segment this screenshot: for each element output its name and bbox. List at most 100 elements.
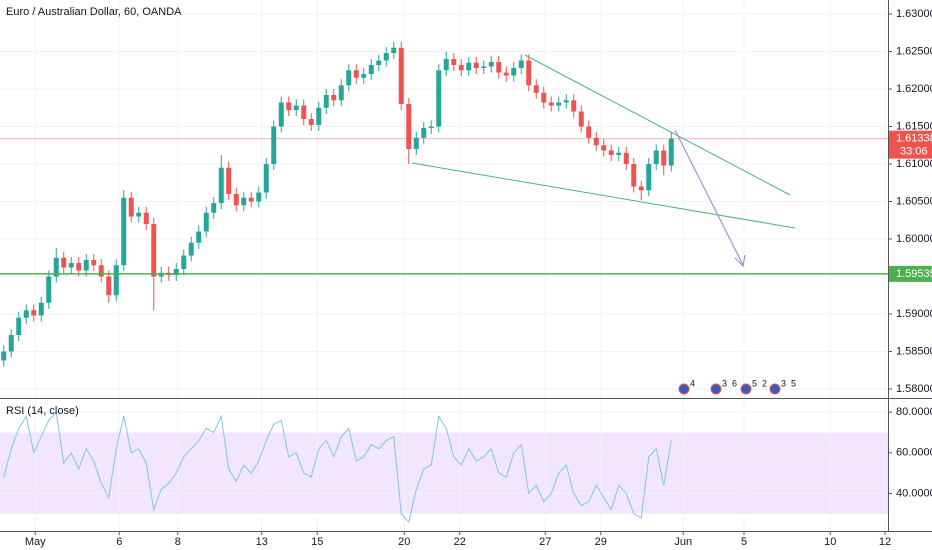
arrow (674, 129, 744, 266)
candle-body (496, 62, 502, 73)
grid-layer (0, 0, 888, 531)
candle-body (263, 164, 269, 193)
candle-body (661, 150, 667, 166)
candle-body (173, 269, 179, 276)
candle-body (541, 92, 547, 103)
candle-body (353, 70, 359, 78)
candle-body (571, 100, 577, 112)
last-price-label: 1.61338 (896, 133, 932, 145)
event-count: 3 (781, 378, 786, 388)
candle-body (376, 60, 382, 66)
trend-line (524, 54, 791, 196)
candle-body (331, 95, 337, 101)
candle-body (481, 66, 487, 69)
event-count: 6 (732, 378, 737, 388)
candle-body (308, 119, 314, 126)
candle-body (578, 111, 584, 127)
candle-body (16, 317, 22, 336)
level-badge (889, 265, 932, 282)
y-tick-label: 1.62000 (896, 83, 932, 95)
candle-body (218, 167, 224, 204)
candle-body (638, 186, 644, 191)
y-tick-label: 40.0000 (896, 487, 932, 499)
candle-body (548, 102, 554, 106)
candle-body (323, 95, 329, 108)
candle-body (646, 164, 652, 191)
x-tick-label: 8 (175, 536, 181, 548)
event-count: 5 (752, 378, 757, 388)
candle-body (593, 137, 599, 146)
candle-body (368, 65, 374, 75)
candle-body (428, 126, 434, 129)
candle-body (653, 150, 659, 165)
candle-body (98, 265, 104, 277)
candle-body (346, 70, 352, 86)
candle-body (443, 59, 449, 71)
candle-body (248, 197, 254, 202)
event-count: 3 (722, 378, 727, 388)
candle-body (466, 62, 472, 71)
candle-body (668, 138, 674, 166)
candle-body (76, 263, 82, 271)
candle-body (121, 197, 127, 266)
candle-body (46, 276, 52, 303)
event-count: 5 (791, 378, 796, 388)
chart-title: Euro / Australian Dollar, 60, OANDA (6, 6, 182, 18)
candle-body (143, 212, 149, 225)
x-tick-label: 22 (454, 536, 466, 548)
event-count: 2 (762, 378, 767, 388)
rsi-line (3, 411, 672, 523)
y-tick-label: 1.59000 (896, 308, 932, 320)
x-tick-label: 6 (116, 536, 122, 548)
candle-body (488, 62, 494, 67)
candle-body (533, 85, 539, 93)
candle-body (113, 265, 119, 296)
y-tick-label: 1.58500 (896, 345, 932, 357)
candle-body (256, 192, 262, 202)
event-icon (769, 383, 781, 395)
candle-body (241, 197, 247, 206)
candle-body (8, 335, 14, 352)
candle-body (136, 212, 142, 217)
candle-body (616, 152, 622, 156)
candle-body (526, 60, 532, 86)
candle-body (106, 276, 112, 296)
candle-body (631, 164, 637, 187)
candle-body (383, 53, 389, 61)
candle-body (128, 197, 134, 217)
candle-body (61, 257, 67, 268)
candle-body (398, 47, 404, 105)
candle-body (271, 126, 277, 165)
candle-body (38, 302, 44, 316)
candle-body (293, 105, 299, 111)
arrow-head (734, 254, 746, 268)
candle-body (406, 104, 412, 150)
y-tick-label: 1.63000 (896, 8, 932, 20)
event-icon (710, 383, 722, 395)
candle-body (211, 203, 217, 213)
y-tick-label: 1.62500 (896, 45, 932, 57)
y-tick-label: 60.0000 (896, 447, 932, 459)
candle-body (586, 126, 592, 138)
candle-body (563, 100, 569, 103)
x-tick-label: 29 (595, 536, 607, 548)
trend-line (411, 162, 796, 229)
last-price-badge (889, 130, 932, 159)
event-count: 4 (690, 378, 695, 388)
x-tick-label: 27 (539, 536, 551, 548)
y-tick-label: 1.61000 (896, 158, 932, 170)
candle-body (316, 107, 322, 126)
y-tick-label: 1.60500 (896, 195, 932, 207)
candle-body (458, 65, 464, 71)
candle-body (151, 224, 157, 277)
countdown: 33:06 (900, 146, 928, 158)
candle-body (391, 47, 397, 54)
candle-body (338, 85, 344, 101)
x-tick-label: 13 (256, 536, 268, 548)
candle-body (473, 62, 479, 69)
candle-body (188, 242, 194, 256)
x-tick-label: 15 (311, 536, 323, 548)
x-tick-label: 12 (879, 536, 891, 548)
